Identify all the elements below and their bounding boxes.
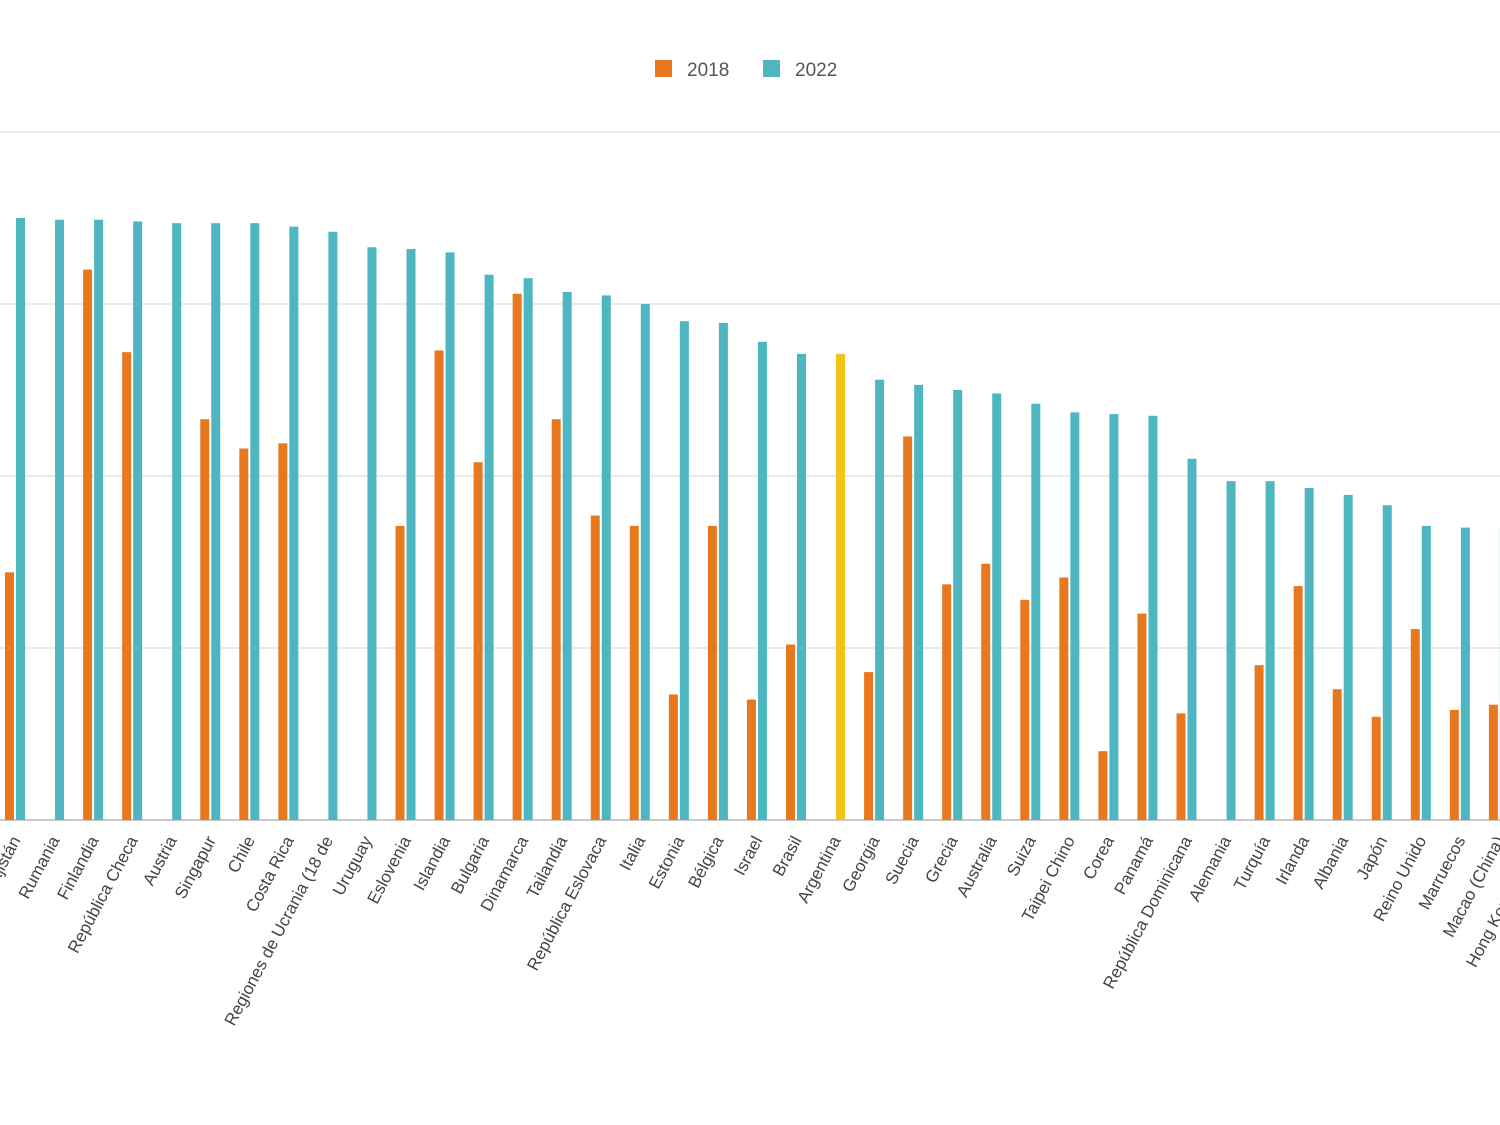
bar-2022 [953, 390, 963, 820]
bar-2022 [55, 219, 65, 821]
bar-2018 [278, 443, 288, 820]
legend-swatch [763, 60, 780, 77]
bar-2018 [395, 525, 405, 820]
bar-2022 [757, 341, 767, 820]
bar-2018 [864, 672, 874, 820]
x-tick-label: Brasil [769, 833, 806, 879]
bar-2022 [445, 252, 455, 820]
bar-2022 [875, 379, 885, 820]
x-tick-label: Austria [139, 832, 181, 888]
x-tick-label: Albania [1309, 832, 1353, 891]
bar-2018 [629, 525, 639, 820]
bar-2022 [1109, 414, 1119, 820]
bar-2022 [406, 248, 416, 820]
bar-2022 [94, 219, 104, 821]
bar-2018 [746, 699, 756, 820]
bar-2022 [1031, 403, 1041, 820]
bar-2018 [1410, 629, 1420, 820]
legend-label: 2022 [795, 60, 837, 81]
bar-2022 [1343, 494, 1353, 820]
bar-2022 [367, 247, 377, 821]
bars [5, 218, 1500, 821]
x-tick-label: Kazajistán [0, 833, 25, 911]
bar-2022 [211, 223, 221, 820]
bar-2018 [1332, 689, 1342, 820]
bar-2018 [239, 448, 249, 820]
bar-2022 [1148, 415, 1158, 820]
bar-2018 [668, 694, 678, 820]
x-tick-label: Irlanda [1272, 832, 1313, 887]
bar-2022 [1265, 481, 1275, 820]
bar-2018 [122, 352, 132, 820]
bar-2018 [1488, 704, 1498, 820]
bar-2022 [1421, 525, 1431, 820]
bar-2022 [133, 221, 143, 820]
bar-2022 [1226, 481, 1236, 820]
bar-2022 [679, 321, 689, 820]
bar-2022 [640, 304, 650, 820]
bar-2022 [289, 226, 299, 821]
bar-2018 [981, 563, 991, 820]
bar-2018 [1137, 613, 1147, 820]
x-tick-label: Estonia [645, 832, 689, 891]
bar-2018 [200, 419, 210, 820]
bar-2022 [562, 291, 572, 821]
bar-2018 [434, 350, 444, 820]
gridlines [0, 131, 1500, 821]
bar-2022 [484, 274, 494, 820]
bar-2018 [1254, 665, 1264, 820]
bar-2022 [718, 322, 728, 820]
x-tick-label: Bélgica [684, 832, 727, 891]
bar-2022 [1187, 458, 1197, 820]
bar-2018 [473, 462, 483, 820]
x-tick-label: Italia [616, 832, 650, 873]
bar-2022 [250, 223, 260, 820]
x-tick-label: Suecia [882, 832, 923, 887]
bar-2022 [992, 393, 1002, 820]
bar-2018 [83, 269, 93, 821]
legend-label: 2018 [687, 60, 729, 81]
bar-2018 [1098, 751, 1108, 820]
x-tick-label: República Eslovaca [523, 832, 610, 973]
bar-2022-highlight [836, 353, 846, 820]
bar-2022 [601, 295, 611, 820]
bar-2018 [551, 419, 561, 820]
bar-2022 [328, 231, 338, 820]
bar-2022 [1382, 505, 1392, 820]
bar-2022 [16, 218, 25, 820]
bar-2018 [5, 572, 14, 820]
bar-2018 [1293, 586, 1303, 820]
bar-2018 [1020, 599, 1030, 820]
x-tick-label: Israel [730, 833, 766, 879]
bar-2018 [707, 525, 717, 820]
x-tick-label: Suiza [1003, 832, 1040, 879]
bar-2022 [914, 384, 924, 820]
legend-swatch [655, 60, 672, 77]
x-tick-label: Corea [1079, 832, 1118, 882]
bar-2022 [1460, 527, 1470, 820]
x-tick-label: Japón [1353, 833, 1392, 883]
bar-2018 [903, 436, 913, 820]
bar-2022 [1304, 488, 1314, 820]
x-tick-label: Georgia [838, 832, 883, 895]
x-tick-label: Chile [224, 833, 259, 876]
x-tick-label: Grecia [921, 832, 962, 886]
x-tick-label: Turquía [1230, 832, 1274, 893]
bar-2022 [523, 278, 533, 820]
bar-2018 [1059, 577, 1069, 820]
x-tick-label: Islandia [410, 832, 455, 893]
bar-2018 [1371, 716, 1381, 820]
bar-2018 [786, 644, 795, 820]
bar-2022 [172, 223, 182, 820]
legend: 2018 2022 [655, 60, 837, 81]
bar-2018 [1449, 709, 1459, 820]
bar-2018 [942, 584, 952, 820]
bar-2018 [590, 515, 600, 820]
bar-2022 [1070, 412, 1080, 820]
bar-2018 [512, 293, 522, 820]
bar-2018 [1176, 713, 1186, 820]
bar-2022 [797, 353, 806, 820]
